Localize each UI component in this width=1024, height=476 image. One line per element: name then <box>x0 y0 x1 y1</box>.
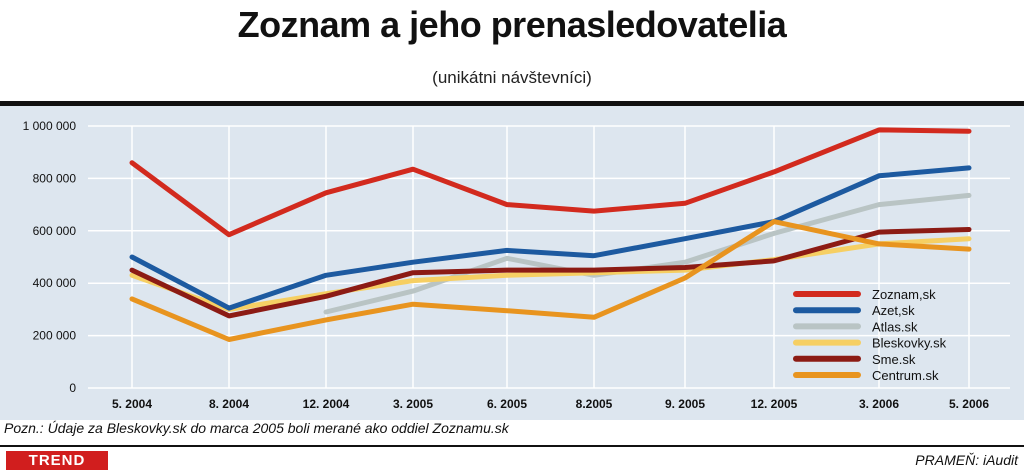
y-axis: 0 200 000 400 000 600 000 800 000 1 000 000 <box>23 119 77 395</box>
x-tick-label: 6. 2005 <box>487 397 527 411</box>
chart-background <box>0 106 1024 420</box>
legend-label-sme-sk: Sme.sk <box>872 352 916 367</box>
series-line-centrum-sk <box>129 219 972 342</box>
x-axis: 5. 2004 8. 2004 12. 2004 3. 2005 6. 2005 8.20… <box>112 397 989 411</box>
x-tick-label: 5. 2004 <box>112 397 152 411</box>
x-tick-label: 8.2005 <box>576 397 613 411</box>
chart-subtitle: (unikátni návštevníci) <box>432 68 592 87</box>
source-label: PRAMEŇ: iAudit <box>915 452 1018 468</box>
y-tick-label: 400 000 <box>33 276 77 290</box>
legend-label-zoznam-sk: Zoznam,sk <box>872 287 936 302</box>
legend-label-bleskovky-sk: Bleskovky.sk <box>872 336 947 351</box>
series-line-sme-sk <box>129 227 972 319</box>
footnote: Pozn.: Údaje za Bleskovky.sk do marca 20… <box>4 420 509 436</box>
series-layer <box>129 127 972 342</box>
trend-logo: TREND <box>6 451 108 470</box>
y-tick-label: 600 000 <box>33 224 77 238</box>
series-line-zoznam-sk <box>129 127 972 238</box>
bottom-rule <box>0 445 1024 447</box>
x-tick-label: 12. 2005 <box>751 397 798 411</box>
y-tick-label: 1 000 000 <box>23 119 77 133</box>
series-line-azet-sk <box>129 165 972 311</box>
x-tick-label: 3. 2006 <box>859 397 899 411</box>
x-tick-label: 3. 2005 <box>393 397 433 411</box>
top-rule <box>0 101 1024 106</box>
y-tick-label: 800 000 <box>33 171 77 185</box>
x-tick-label: 8. 2004 <box>209 397 249 411</box>
x-tick-label: 5. 2006 <box>949 397 989 411</box>
line-chart: 0 200 000 400 000 600 000 800 000 1 000 000 5… <box>0 106 1024 420</box>
y-tick-label: 0 <box>69 381 76 395</box>
legend-label-atlas-sk: Atlas.sk <box>872 319 918 334</box>
y-tick-label: 200 000 <box>33 329 77 343</box>
x-tick-label: 9. 2005 <box>665 397 705 411</box>
series-line-bleskovky-sk <box>129 236 972 312</box>
chart-title: Zoznam a jeho prenasledovatelia <box>237 4 787 45</box>
legend-label-centrum-sk: Centrum.sk <box>872 368 939 383</box>
x-tick-label: 12. 2004 <box>303 397 350 411</box>
legend-label-azet-sk: Azet,sk <box>872 303 915 318</box>
